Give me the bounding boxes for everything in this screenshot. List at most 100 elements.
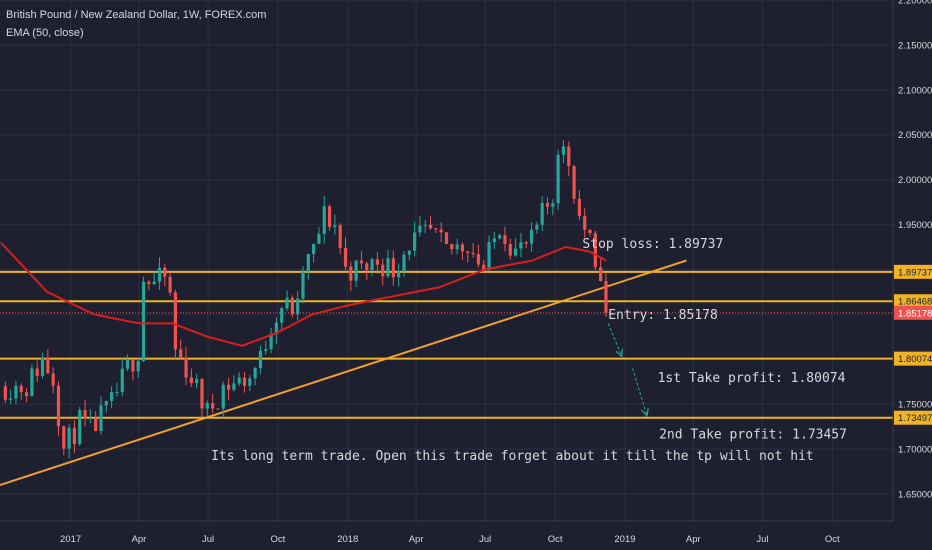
candle-body — [253, 368, 257, 379]
time-tick-label: Oct — [548, 534, 563, 545]
candle-body — [551, 203, 555, 207]
candle-body — [94, 417, 98, 432]
candle-body — [375, 259, 379, 265]
candle-body — [370, 259, 374, 271]
candle-body — [572, 166, 576, 199]
candle-body — [535, 224, 539, 230]
candle-body — [232, 383, 236, 390]
candle-body — [242, 377, 247, 386]
candle-body — [450, 243, 454, 250]
time-tick-label: Oct — [271, 534, 286, 545]
trade-annotation: 2nd Take profit: 1.73457 — [659, 427, 847, 442]
candle-body — [248, 378, 252, 386]
candle-body — [471, 252, 475, 255]
candle-body — [264, 349, 268, 351]
candle-body — [179, 349, 183, 358]
trade-annotation: 1st Take profit: 1.80074 — [658, 371, 846, 386]
candle-body — [152, 281, 156, 284]
candle-body — [110, 392, 114, 401]
candle-body — [3, 386, 7, 400]
candle-body — [583, 215, 587, 230]
candle-body — [168, 276, 172, 293]
price-tick-label: 1.70000 — [898, 445, 932, 456]
candle-body — [397, 271, 401, 278]
time-tick-label: Jul — [479, 534, 491, 545]
candle-body — [141, 281, 146, 361]
level-price-label: 1.80074 — [898, 354, 932, 365]
candle-body — [460, 244, 465, 252]
time-tick-label: Jul — [756, 534, 768, 545]
candle-body — [30, 368, 34, 396]
candle-body — [189, 377, 193, 383]
candle-body — [508, 244, 512, 256]
candle-body — [9, 398, 13, 400]
price-tick-label: 2.05000 — [898, 130, 932, 141]
candle-body — [157, 267, 162, 282]
candle-body — [402, 254, 406, 272]
time-tick-label: Oct — [825, 534, 840, 545]
candle-body — [237, 377, 241, 384]
candle-body — [359, 260, 364, 264]
candle-body — [322, 206, 326, 234]
candle-body — [503, 235, 507, 245]
ema-line — [0, 241, 607, 347]
candle-body — [567, 146, 571, 167]
candle-body — [104, 400, 108, 406]
candle-body — [226, 384, 231, 390]
price-tick-label: 2.15000 — [898, 40, 932, 51]
time-tick-label: Apr — [132, 534, 147, 545]
candle-body — [205, 403, 209, 409]
candle-body — [514, 248, 518, 256]
candle-body — [365, 263, 369, 271]
time-tick-label: 2019 — [614, 534, 635, 545]
candle-body — [274, 322, 278, 335]
candle-body — [131, 359, 135, 372]
candle-body — [428, 224, 433, 229]
level-lines — [0, 270, 893, 419]
candle-body — [280, 308, 284, 323]
candle-body — [125, 359, 130, 369]
time-tick-label: 2018 — [337, 534, 358, 545]
candle-body — [56, 385, 61, 427]
price-tick-label: 2.00000 — [898, 175, 932, 186]
candle-body — [444, 232, 449, 244]
candle-body — [381, 264, 385, 277]
level-price-label: 1.73497 — [898, 413, 932, 424]
grid-lines — [0, 0, 893, 521]
candle-body — [19, 385, 23, 393]
candle-body — [306, 253, 310, 272]
trade-annotation: Its long term trade. Open this trade for… — [211, 449, 814, 464]
candle-body — [78, 410, 82, 445]
candle-body — [349, 266, 353, 281]
candle-body — [418, 225, 422, 233]
candle-body — [476, 254, 480, 265]
candle-body — [221, 384, 225, 409]
candle-body — [540, 202, 544, 225]
text-annotations: Stop loss: 1.89737 Entry: 1.85178 1st Take… — [211, 237, 847, 464]
price-tick-label: 1.75000 — [898, 400, 932, 411]
candle-body — [529, 229, 534, 244]
time-axis[interactable]: 2017 Apr Jul Oct 2018 Apr Jul Oct 2019 Apr Jul Oct — [0, 520, 893, 545]
candle-body — [519, 242, 523, 249]
candle-body — [312, 243, 316, 254]
candle-body — [14, 385, 18, 399]
candle-body — [593, 233, 597, 268]
candle-body — [466, 251, 470, 253]
candle-body — [439, 229, 443, 233]
last-price-tag — [894, 305, 932, 320]
trendline-layer — [0, 259, 687, 487]
candle-body — [99, 405, 103, 432]
level-price-tag — [894, 264, 932, 279]
candle-body — [482, 264, 486, 271]
candle-body — [577, 198, 581, 216]
indicator-label: EMA (50, close) — [6, 27, 84, 39]
level-price-tag — [894, 294, 932, 309]
arrow-annotations — [607, 323, 649, 418]
price-axis[interactable]: 1.650001.700001.750001.800001.850001.900… — [892, 0, 932, 521]
candle-body — [184, 357, 188, 378]
level-price-label: 1.86468 — [898, 297, 932, 308]
candle-body — [51, 373, 55, 386]
candle-body — [604, 281, 608, 313]
